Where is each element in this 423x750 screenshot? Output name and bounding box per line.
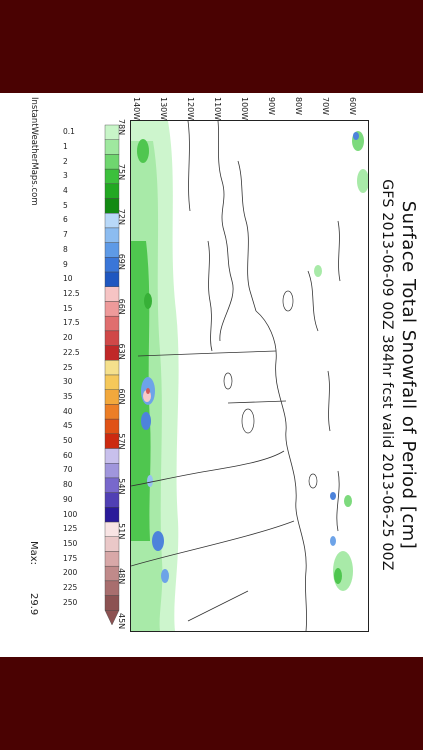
legend-swatch: [104, 580, 120, 596]
legend-swatch: [104, 507, 120, 523]
legend-label: 9: [63, 259, 68, 269]
map-subtitle: GFS 2013-06-09 00Z 384hr fcst valid 2013…: [379, 179, 395, 571]
legend-label: 2: [63, 156, 68, 166]
legend-swatch: [104, 168, 120, 185]
snowfall-color-legend: [104, 124, 120, 626]
legend-swatch: [104, 551, 120, 567]
legend-label: 150: [63, 538, 78, 548]
legend-swatch: [104, 301, 120, 317]
legend-swatch: [104, 227, 120, 243]
legend-label: 40: [63, 406, 73, 416]
legend-label: 17.5: [63, 318, 80, 328]
legend-label: 1: [63, 141, 68, 151]
legend-label: 100: [63, 509, 78, 519]
longitude-label: 70W: [321, 97, 330, 116]
legend-label: 200: [63, 568, 78, 578]
legend-swatch: [104, 404, 120, 420]
legend-swatch: [104, 595, 120, 611]
longitude-label: 120W: [186, 97, 195, 121]
longitude-label: 140W: [132, 97, 141, 121]
legend-swatch: [104, 286, 120, 302]
legend-swatch: [104, 536, 120, 552]
bottom-letterbox: [0, 657, 423, 750]
legend-swatch: [104, 418, 120, 435]
map-sheet: Surface Total Snowfall of Period [cm] GF…: [0, 93, 423, 657]
legend-swatch: [104, 389, 120, 405]
legend-swatch: [104, 242, 120, 258]
legend-swatch: [104, 183, 120, 199]
legend-label: 125: [63, 524, 78, 534]
legend-label: 8: [63, 244, 68, 254]
source-credit: InstantWeatherMaps.com: [29, 97, 39, 206]
legend-swatch: [104, 448, 120, 464]
snowfall-map: [130, 120, 369, 632]
legend-swatch: [104, 565, 120, 582]
max-value: 29.9: [28, 593, 39, 616]
rotated-map-frame: Surface Total Snowfall of Period [cm] GF…: [0, 93, 423, 657]
legend-swatch: [104, 213, 120, 229]
legend-label: 10: [63, 274, 73, 284]
legend-swatch: [104, 198, 120, 214]
longitude-label: 90W: [267, 97, 276, 116]
legend-label: 3: [63, 171, 68, 181]
legend-label: 60: [63, 450, 73, 460]
longitude-label: 100W: [240, 97, 249, 121]
legend-label: 7: [63, 230, 68, 240]
legend-swatch: [104, 345, 120, 361]
legend-swatch: [104, 463, 120, 479]
max-label: Max:: [28, 541, 39, 566]
legend-label: 5: [63, 200, 68, 210]
legend-label: 45: [63, 421, 73, 431]
map-title: Surface Total Snowfall of Period [cm]: [398, 200, 419, 550]
legend-label: 25: [63, 362, 73, 372]
legend-label: 35: [63, 391, 73, 401]
legend-label: 22.5: [63, 347, 80, 357]
legend-label: 50: [63, 436, 73, 446]
longitude-label: 130W: [159, 97, 168, 121]
snowfall-shading: [131, 121, 368, 631]
legend-swatch: [104, 257, 120, 273]
legend-label: 4: [63, 186, 68, 196]
legend-extension-arrow: [104, 610, 120, 626]
longitude-label: 80W: [294, 97, 303, 116]
legend-swatch: [104, 521, 120, 537]
longitude-label: 60W: [348, 97, 357, 116]
legend-swatch: [104, 139, 120, 155]
legend-label: 0.1: [63, 127, 75, 137]
longitude-label: 110W: [213, 97, 222, 121]
legend-swatch: [104, 492, 120, 508]
legend-swatch: [104, 315, 120, 332]
legend-swatch: [104, 360, 120, 376]
legend-swatch: [104, 330, 120, 346]
lakes: [223, 290, 318, 489]
legend-label: 175: [63, 553, 78, 563]
legend-swatch: [104, 433, 120, 449]
legend-swatch: [104, 477, 120, 493]
legend-swatch: [104, 154, 120, 170]
legend-label: 225: [63, 583, 78, 593]
coastlines: [131, 121, 341, 631]
top-letterbox: [0, 0, 423, 93]
legend-label: 250: [63, 597, 78, 607]
legend-swatch: [104, 271, 120, 287]
legend-swatch: [104, 374, 120, 390]
legend-label: 12.5: [63, 288, 80, 298]
legend-swatch: [104, 124, 120, 140]
legend-label: 90: [63, 494, 73, 504]
legend-label: 15: [63, 303, 73, 313]
legend-label: 70: [63, 465, 73, 475]
legend-label: 30: [63, 377, 73, 387]
legend-label: 6: [63, 215, 68, 225]
legend-label: 20: [63, 333, 73, 343]
legend-label: 80: [63, 480, 73, 490]
